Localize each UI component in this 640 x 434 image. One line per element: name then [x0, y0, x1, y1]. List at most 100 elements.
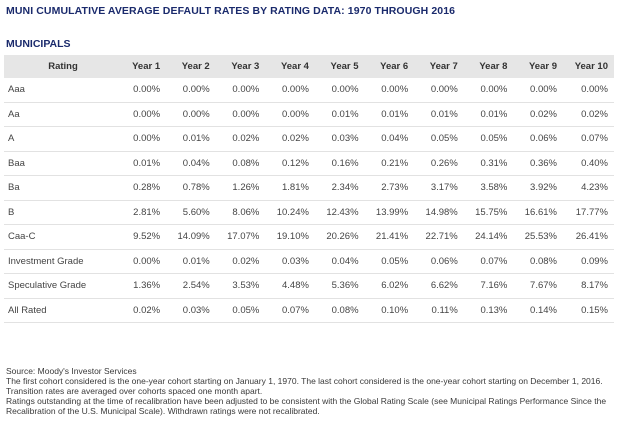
- column-header: Year 8: [463, 55, 514, 78]
- rating-label: Aaa: [4, 78, 122, 103]
- rate-cell: 14.98%: [414, 200, 464, 225]
- rate-cell: 0.10%: [364, 298, 415, 323]
- rate-cell: 0.02%: [513, 102, 563, 127]
- rate-cell: 15.75%: [463, 200, 514, 225]
- table-row: Investment Grade 0.00% 0.01% 0.02% 0.03% 0.04…: [4, 249, 614, 274]
- rate-cell: 0.00%: [265, 102, 315, 127]
- rate-cell: 0.12%: [265, 151, 315, 176]
- rate-cell: 0.05%: [463, 126, 514, 152]
- table-row: Ba 0.28% 0.78% 1.26% 1.81% 2.34% 2.73% 3.17% 3.5…: [4, 175, 614, 201]
- rate-cell: 0.01%: [414, 102, 464, 127]
- rate-cell: 2.34%: [314, 175, 365, 201]
- rate-cell: 16.61%: [513, 200, 563, 225]
- table-row: Caa-C 9.52% 14.09% 17.07% 19.10% 20.26% 21.41%…: [4, 224, 614, 250]
- table-row: Baa 0.01% 0.04% 0.08% 0.12% 0.16% 0.21% 0.26% 0.…: [4, 151, 614, 176]
- rate-cell: 3.53%: [215, 273, 266, 299]
- rate-cell: 4.23%: [562, 175, 614, 201]
- footnote: Source: Moody's Investor Services: [6, 366, 137, 376]
- rate-cell: 7.67%: [513, 273, 563, 299]
- rate-cell: 24.14%: [463, 224, 514, 250]
- rate-cell: 26.41%: [562, 224, 614, 250]
- rate-cell: 0.07%: [463, 249, 514, 274]
- rate-cell: 0.01%: [166, 249, 216, 274]
- rate-cell: 0.05%: [414, 126, 464, 152]
- rate-cell: 0.00%: [215, 102, 266, 127]
- rate-cell: 0.00%: [265, 78, 315, 103]
- rate-cell: 10.24%: [265, 200, 315, 225]
- rate-cell: 0.00%: [463, 78, 514, 103]
- rate-cell: 21.41%: [364, 224, 415, 250]
- rating-label: Speculative Grade: [4, 273, 122, 299]
- rate-cell: 0.00%: [122, 102, 167, 127]
- rate-cell: 0.01%: [463, 102, 514, 127]
- rate-cell: 0.00%: [364, 78, 415, 103]
- rate-cell: 0.02%: [215, 249, 266, 274]
- rate-cell: 4.48%: [265, 273, 315, 299]
- table-row: A 0.00% 0.01% 0.02% 0.02% 0.03% 0.04% 0.05% 0.05…: [4, 126, 614, 152]
- rate-cell: 0.40%: [562, 151, 614, 176]
- table-header-row: Rating Year 1 Year 2 Year 3 Year 4 Year …: [4, 55, 614, 78]
- rate-cell: 0.07%: [265, 298, 315, 323]
- rate-cell: 0.01%: [122, 151, 167, 176]
- rate-cell: 0.11%: [414, 298, 464, 323]
- rate-cell: 14.09%: [166, 224, 216, 250]
- rate-cell: 0.15%: [562, 298, 614, 323]
- table-row: B 2.81% 5.60% 8.06% 10.24% 12.43% 13.99% 14.98%…: [4, 200, 614, 225]
- rate-cell: 0.36%: [513, 151, 563, 176]
- rate-cell: 0.31%: [463, 151, 514, 176]
- footnote: Transition rates are averaged over cohor…: [6, 386, 263, 396]
- column-header: Year 1: [122, 55, 167, 78]
- rate-cell: 0.00%: [513, 78, 563, 103]
- footnotes: Source: Moody's Investor Services The fi…: [6, 366, 616, 416]
- rate-cell: 8.17%: [562, 273, 614, 299]
- rate-cell: 0.07%: [562, 126, 614, 152]
- rate-cell: 13.99%: [364, 200, 415, 225]
- rate-cell: 17.77%: [562, 200, 614, 225]
- rate-cell: 0.04%: [364, 126, 415, 152]
- rate-cell: 17.07%: [215, 224, 266, 250]
- rate-cell: 0.01%: [364, 102, 415, 127]
- column-header: Rating: [4, 55, 122, 78]
- rate-cell: 0.00%: [166, 78, 216, 103]
- rate-cell: 0.26%: [414, 151, 464, 176]
- column-header: Year 10: [562, 55, 614, 78]
- column-header: Year 9: [513, 55, 563, 78]
- rate-cell: 5.60%: [166, 200, 216, 225]
- rate-cell: 0.02%: [562, 102, 614, 127]
- rate-cell: 1.26%: [215, 175, 266, 201]
- default-rates-table: Rating Year 1 Year 2 Year 3 Year 4 Year …: [4, 55, 614, 323]
- rate-cell: 3.58%: [463, 175, 514, 201]
- rate-cell: 25.53%: [513, 224, 563, 250]
- rate-cell: 0.00%: [166, 102, 216, 127]
- rate-cell: 0.00%: [122, 126, 167, 152]
- rate-cell: 2.81%: [122, 200, 167, 225]
- footnote: The first cohort considered is the one-y…: [6, 376, 603, 386]
- section-heading: MUNICIPALS: [6, 38, 71, 50]
- rating-label: B: [4, 200, 122, 225]
- rate-cell: 0.00%: [122, 249, 167, 274]
- rate-cell: 8.06%: [215, 200, 266, 225]
- rate-cell: 0.16%: [314, 151, 365, 176]
- rate-cell: 0.00%: [215, 78, 266, 103]
- rate-cell: 0.03%: [314, 126, 365, 152]
- rate-cell: 20.26%: [314, 224, 365, 250]
- rate-cell: 19.10%: [265, 224, 315, 250]
- report-title: MUNI CUMULATIVE AVERAGE DEFAULT RATES BY…: [6, 5, 456, 17]
- rating-label: All Rated: [4, 298, 122, 323]
- rate-cell: 0.03%: [265, 249, 315, 274]
- rate-cell: 3.92%: [513, 175, 563, 201]
- rate-cell: 0.08%: [513, 249, 563, 274]
- rating-label: A: [4, 126, 122, 152]
- column-header: Year 5: [314, 55, 365, 78]
- rate-cell: 0.04%: [314, 249, 365, 274]
- column-header: Year 3: [215, 55, 266, 78]
- rate-cell: 0.13%: [463, 298, 514, 323]
- column-header: Year 4: [265, 55, 315, 78]
- table-row: Aa 0.00% 0.00% 0.00% 0.00% 0.01% 0.01% 0.01% 0.0…: [4, 102, 614, 127]
- rate-cell: 0.00%: [562, 78, 614, 103]
- rate-cell: 0.01%: [166, 126, 216, 152]
- rate-cell: 1.36%: [122, 273, 167, 299]
- rating-label: Ba: [4, 175, 122, 201]
- rate-cell: 0.06%: [414, 249, 464, 274]
- rate-cell: 2.73%: [364, 175, 415, 201]
